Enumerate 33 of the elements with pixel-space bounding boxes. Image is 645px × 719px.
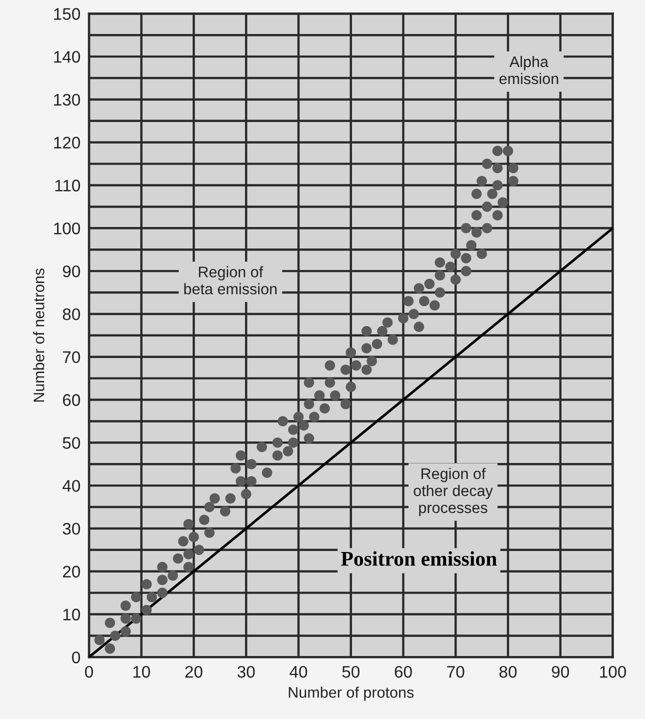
annotation: Positron emission: [341, 551, 497, 566]
x-tick-label: 30: [238, 666, 255, 678]
y-tick-label: 40: [62, 480, 80, 492]
y-tick-label: 0: [72, 652, 80, 664]
x-tick-label: 50: [342, 666, 360, 678]
x-tick-label: 20: [185, 666, 202, 678]
y-tick-label: 130: [54, 94, 80, 106]
annotation: Region of beta emission: [184, 266, 277, 294]
annotation: Region of other decay processes: [414, 468, 493, 516]
y-tick-label: 30: [62, 522, 80, 535]
y-tick-label: 50: [62, 437, 80, 449]
x-tick-label: 100: [600, 666, 626, 678]
x-tick-label: 40: [290, 666, 308, 678]
x-tick-label: 80: [499, 666, 517, 678]
y-tick-label: 20: [62, 566, 80, 578]
y-tick-label: 110: [55, 180, 80, 192]
y-tick-label: 90: [62, 265, 80, 278]
y-tick-label: 100: [54, 222, 80, 234]
y-tick-label: 150: [54, 8, 80, 20]
x-tick-label: 60: [394, 666, 412, 678]
y-tick-label: 120: [54, 136, 80, 149]
x-tick-label: 0: [85, 666, 93, 678]
x-axis-title: Number of protons: [288, 686, 414, 701]
y-tick-label: 10: [63, 608, 80, 620]
y-tick-label: 80: [62, 308, 80, 320]
y-axis-title: Number of neutrons: [33, 268, 44, 402]
x-tick-label: 10: [133, 666, 150, 678]
annotation: Alpha emission: [499, 56, 558, 84]
y-tick-label: 140: [54, 50, 80, 63]
y-tick-label: 60: [62, 394, 80, 406]
y-tick-label: 70: [62, 351, 80, 364]
x-tick-label: 90: [552, 666, 569, 678]
x-tick-label: 70: [447, 666, 464, 678]
